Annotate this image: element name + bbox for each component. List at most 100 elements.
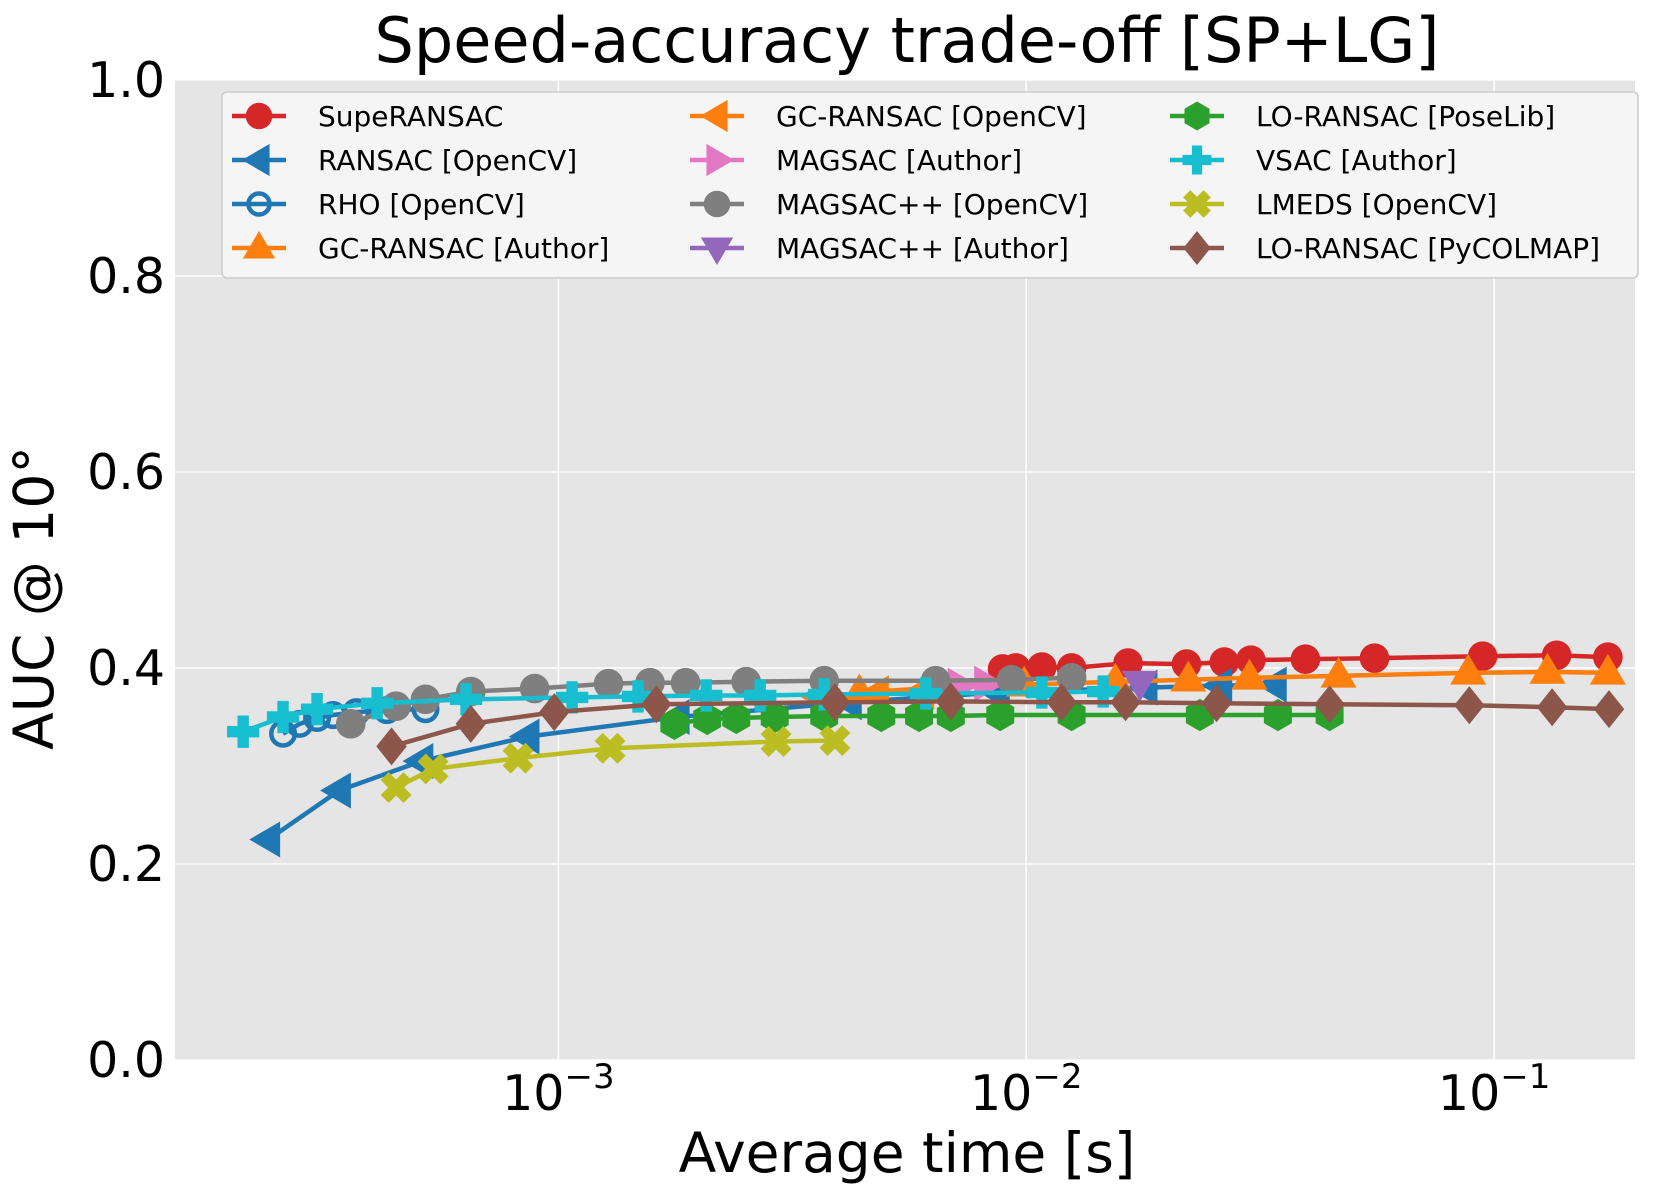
legend-entry: MAGSAC [Author] — [690, 143, 1022, 177]
x-tick-exponent: −1 — [1500, 1057, 1550, 1097]
legend-entry: MAGSAC++ [OpenCV] — [690, 188, 1088, 221]
data-point — [1113, 648, 1143, 678]
legend-marker — [1182, 145, 1212, 175]
legend-marker — [703, 190, 731, 218]
data-point — [1056, 662, 1087, 693]
y-tick-label: 1.0 — [87, 52, 165, 109]
data-point — [641, 685, 672, 724]
data-point — [376, 727, 407, 766]
x-tick-label: 10−3 — [502, 1057, 614, 1122]
x-tick-exponent: −2 — [1032, 1057, 1082, 1097]
data-point — [722, 701, 751, 735]
legend-marker — [1183, 231, 1211, 265]
x-tick-exponent: −3 — [564, 1057, 614, 1097]
data-point — [1086, 675, 1120, 708]
legend-entry: SupeRANSAC — [232, 100, 503, 133]
chart-title: Speed-accuracy trade-off [SP+LG] — [375, 4, 1440, 77]
x-tick-base: 10 — [502, 1065, 564, 1122]
data-point — [1467, 641, 1498, 672]
legend: SupeRANSAC RANSAC [OpenCV] RHO [OpenCV] GC-… — [221, 91, 1639, 279]
legend-entry: MAGSAC++ [Author] — [690, 232, 1069, 265]
x-axis-ticks: 10−3 10−2 10−1 — [502, 1057, 1550, 1122]
data-point — [593, 668, 624, 699]
data-point — [1290, 644, 1321, 674]
data-point — [1170, 660, 1207, 692]
y-tick-label: 0.0 — [87, 1032, 165, 1089]
data-point — [1320, 656, 1357, 688]
data-point — [226, 715, 260, 748]
data-point — [335, 709, 366, 739]
legend-marker — [706, 143, 734, 177]
legend-label: GC-RANSAC [OpenCV] — [776, 100, 1087, 133]
data-point — [760, 726, 792, 757]
series-layer — [226, 640, 1626, 858]
data-point — [808, 678, 841, 711]
legend-label: RHO [OpenCV] — [318, 188, 525, 221]
legend-marker — [700, 99, 728, 133]
data-point — [867, 699, 896, 733]
legend-label: RANSAC [OpenCV] — [318, 144, 577, 177]
legend-entry: LO-RANSAC [PyCOLMAP] — [1170, 231, 1600, 265]
data-point — [1121, 670, 1159, 702]
x-tick-base: 10 — [1438, 1065, 1500, 1122]
data-point — [819, 683, 851, 722]
data-point — [1454, 686, 1485, 725]
data-point — [455, 704, 487, 743]
legend-marker — [1184, 101, 1210, 131]
data-point — [996, 664, 1027, 695]
legend-label: SupeRANSAC — [318, 100, 503, 133]
data-point — [1536, 688, 1568, 727]
data-point — [300, 693, 334, 726]
data-point — [1025, 676, 1059, 709]
data-point — [986, 698, 1015, 732]
series-6 — [335, 662, 1087, 739]
data-point — [555, 681, 589, 714]
data-point — [744, 679, 777, 712]
legend-marker — [700, 237, 734, 265]
legend-marker — [242, 143, 270, 177]
data-point — [1027, 652, 1057, 682]
data-point — [594, 732, 626, 764]
data-point — [1529, 652, 1566, 684]
data-point — [731, 666, 761, 697]
data-point — [690, 679, 723, 712]
data-point — [909, 677, 942, 710]
data-point — [502, 742, 534, 774]
x-tick-base: 10 — [970, 1065, 1032, 1122]
data-point — [760, 700, 789, 734]
data-point — [819, 725, 851, 756]
legend-label: LO-RANSAC [PoseLib] — [1256, 100, 1555, 133]
legend-marker — [246, 191, 272, 217]
data-point — [361, 687, 394, 720]
data-point — [1110, 683, 1141, 722]
data-point — [1236, 645, 1266, 675]
data-point — [1046, 683, 1077, 722]
data-point — [249, 821, 281, 858]
legend-entry: GC-RANSAC [Author] — [232, 231, 609, 265]
data-point — [1589, 653, 1626, 685]
data-point — [1263, 698, 1292, 732]
legend-entry: RANSAC [OpenCV] — [232, 143, 577, 177]
legend-marker — [1183, 190, 1211, 218]
data-point — [1359, 643, 1390, 674]
legend-entry: LMEDS [OpenCV] — [1170, 188, 1497, 221]
legend-label: MAGSAC++ [OpenCV] — [776, 188, 1088, 221]
legend-label: GC-RANSAC [Author] — [318, 232, 609, 265]
x-axis-label: Average time [s] — [679, 1121, 1136, 1185]
data-point — [1314, 685, 1345, 724]
legend-label: MAGSAC [Author] — [776, 144, 1022, 177]
data-point — [417, 753, 449, 785]
legend-entry: RHO [OpenCV] — [232, 188, 525, 221]
data-point — [935, 682, 967, 721]
series-9 — [226, 675, 1120, 748]
y-axis-label: AUC @ 10° — [2, 446, 66, 750]
legend-entry: LO-RANSAC [PoseLib] — [1170, 100, 1555, 133]
data-point — [449, 683, 483, 716]
legend-label: VSAC [Author] — [1256, 144, 1457, 177]
y-axis-ticks: 0.0 0.2 0.4 0.6 0.8 1.0 — [87, 52, 165, 1089]
data-point — [380, 772, 412, 804]
data-point — [1201, 684, 1232, 723]
series-10 — [380, 725, 851, 804]
x-tick-label: 10−2 — [970, 1057, 1082, 1122]
